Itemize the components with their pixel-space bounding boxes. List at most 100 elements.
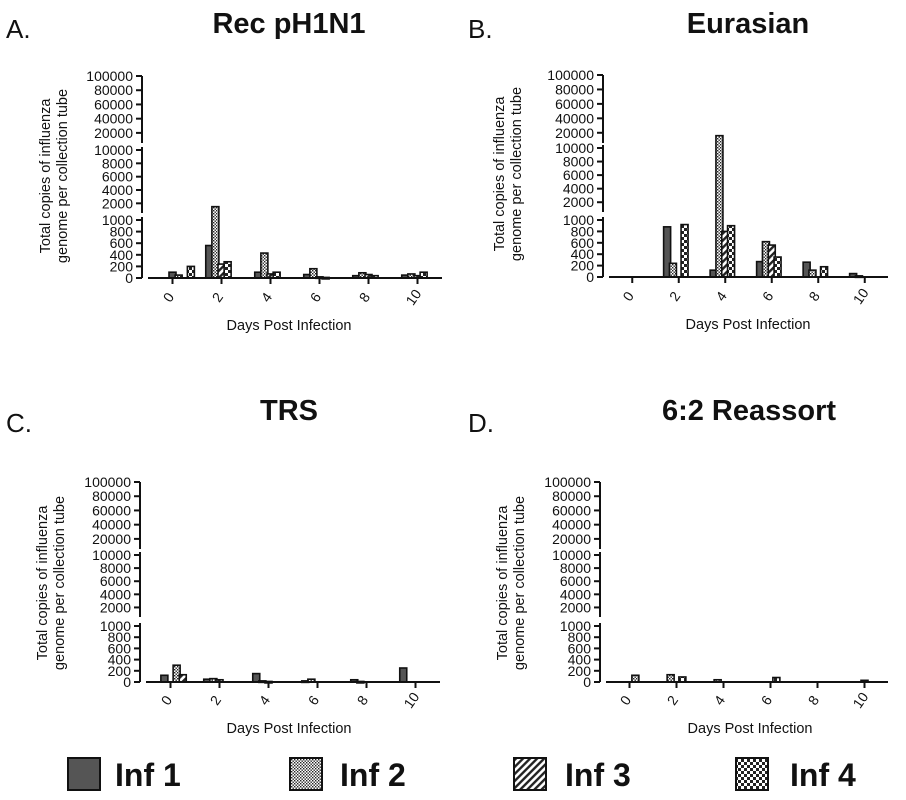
y-tick-label: 100000 xyxy=(547,67,594,83)
x-tick-label: 2 xyxy=(664,692,682,708)
bar-inf1-day--0.25 xyxy=(160,674,169,683)
y-tick-label: 10000 xyxy=(94,142,133,158)
panel-c-ylabel-line1: Total copies of influenza xyxy=(35,505,51,661)
y-tick-label: 10000 xyxy=(92,547,131,563)
legend-label-inf2: Inf 2 xyxy=(340,757,406,793)
y-tick-label: 2000 xyxy=(100,599,131,615)
x-tick-label: 6 xyxy=(758,692,776,708)
y-tick-label: 100000 xyxy=(544,474,591,490)
x-tick-label: 8 xyxy=(805,692,823,708)
panel-d-letter: D. xyxy=(468,408,494,438)
panel-c: C. TRS Total copies of influenza genome … xyxy=(6,395,440,737)
y-tick-label: 0 xyxy=(125,270,133,286)
x-tick-label: 10 xyxy=(402,286,424,308)
y-tick-label: 600 xyxy=(568,640,592,656)
panel-c-title: TRS xyxy=(260,395,318,427)
y-tick-label: 60000 xyxy=(552,502,591,518)
legend-label-inf3: Inf 3 xyxy=(565,757,631,793)
y-tick-label: 200 xyxy=(110,258,134,274)
y-tick-label: 1000 xyxy=(563,212,594,228)
y-tick-label: 2000 xyxy=(102,195,133,211)
y-tick-label: 40000 xyxy=(555,110,594,126)
panel-d-bars xyxy=(631,673,869,683)
y-tick-label: 600 xyxy=(110,235,134,251)
y-tick-label: 6000 xyxy=(560,573,591,589)
y-tick-label: 0 xyxy=(586,269,594,285)
y-tick-label: 80000 xyxy=(92,488,131,504)
panel-d-ylabel-line2: genome per collection tube xyxy=(512,496,528,670)
y-tick-label: 1000 xyxy=(100,618,131,634)
panel-c-bars xyxy=(160,664,408,684)
y-tick-label: 80000 xyxy=(94,82,133,98)
y-tick-label: 8000 xyxy=(100,560,131,576)
y-tick-label: 60000 xyxy=(92,502,131,518)
y-tick-label: 6000 xyxy=(100,573,131,589)
x-tick-label: 2 xyxy=(209,289,227,305)
y-tick-label: 2000 xyxy=(560,599,591,615)
x-tick-label: 0 xyxy=(617,692,635,708)
panel-c-xlabel: Days Post Infection xyxy=(227,721,352,737)
y-tick-label: 200 xyxy=(571,258,595,274)
x-tick-label: 8 xyxy=(805,288,823,304)
x-tick-label: 4 xyxy=(711,692,729,708)
bar-inf4-day-0.75 xyxy=(186,265,196,279)
panel-b-xaxis: 0 2 4 6 8 10 xyxy=(609,276,888,307)
y-tick-label: 800 xyxy=(110,224,134,240)
panel-a-bars xyxy=(168,205,428,280)
x-tick-label: 6 xyxy=(305,692,323,708)
y-tick-label: 8000 xyxy=(102,155,133,171)
panel-b-title: Eurasian xyxy=(687,8,810,40)
y-tick-label: 400 xyxy=(571,246,595,262)
panel-a-ylabel-line1: Total copies of influenza xyxy=(38,98,54,254)
x-tick-label: 8 xyxy=(356,289,374,305)
y-tick-label: 0 xyxy=(123,674,131,690)
x-tick-label: 10 xyxy=(400,689,422,711)
x-tick-label: 4 xyxy=(712,288,730,304)
y-tick-label: 800 xyxy=(568,629,592,645)
y-tick-label: 400 xyxy=(568,652,592,668)
legend-label-inf4: Inf 4 xyxy=(790,757,856,793)
legend-swatch-inf4 xyxy=(735,757,769,791)
y-tick-label: 100000 xyxy=(86,68,133,84)
y-tick-label: 8000 xyxy=(560,560,591,576)
x-tick-label: 4 xyxy=(256,692,274,708)
panel-a-xlabel: Days Post Infection xyxy=(227,318,352,334)
y-tick-label: 8000 xyxy=(563,154,594,170)
panel-a-xaxis: 0 2 4 6 8 10 xyxy=(148,277,442,308)
panel-b-bars xyxy=(662,134,864,279)
x-tick-label: 0 xyxy=(158,692,176,708)
x-tick-label: 6 xyxy=(307,289,325,305)
y-tick-label: 40000 xyxy=(552,517,591,533)
bar-inf4-day-2.25 xyxy=(680,223,689,278)
bar-inf2-day-1.75 xyxy=(666,673,675,683)
x-tick-label: 10 xyxy=(849,689,871,711)
y-tick-label: 200 xyxy=(108,663,132,679)
x-tick-label: 2 xyxy=(666,288,684,304)
y-tick-label: 80000 xyxy=(552,488,591,504)
x-tick-label: 8 xyxy=(354,692,372,708)
panel-c-xaxis: 0 2 4 6 8 10 xyxy=(146,681,440,711)
y-tick-label: 800 xyxy=(108,629,132,645)
x-tick-label: 6 xyxy=(759,288,777,304)
bar-inf1-day-9.5 xyxy=(398,667,408,683)
y-tick-label: 400 xyxy=(110,247,134,263)
y-tick-label: 600 xyxy=(108,640,132,656)
y-tick-label: 200 xyxy=(568,663,592,679)
legend-label-inf1: Inf 1 xyxy=(115,757,181,793)
panel-d: D. 6:2 Reassort Total copies of influenz… xyxy=(468,395,888,737)
panel-b-xlabel: Days Post Infection xyxy=(686,317,811,333)
panel-b-letter: B. xyxy=(468,14,493,44)
panel-c-letter: C. xyxy=(6,408,32,438)
y-tick-label: 800 xyxy=(571,223,595,239)
y-tick-label: 20000 xyxy=(552,531,591,547)
panel-b-ylabel-line1: Total copies of influenza xyxy=(492,96,508,252)
y-tick-label: 60000 xyxy=(555,96,594,112)
panel-d-ylabel-line1: Total copies of influenza xyxy=(495,505,511,661)
bar-inf3-day-0.5 xyxy=(178,673,188,683)
y-tick-label: 10000 xyxy=(555,140,594,156)
bar-inf2-day-0.25 xyxy=(631,674,640,683)
y-tick-label: 0 xyxy=(583,674,591,690)
